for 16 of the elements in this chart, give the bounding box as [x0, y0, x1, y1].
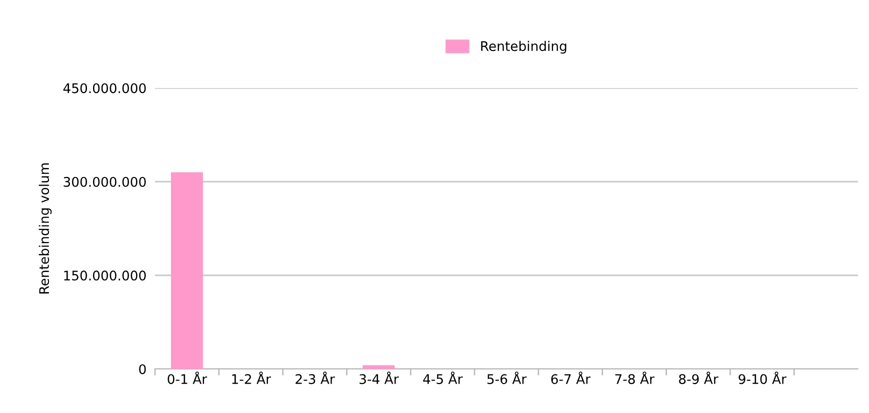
y-tick-label: 450.000.000 [63, 83, 146, 94]
x-tick-label: 6-7 År [551, 372, 591, 384]
x-tick-label: 4-5 År [423, 372, 463, 384]
legend-label: Rentebinding [481, 40, 566, 54]
x-tick-label: 2-3 År [296, 372, 335, 384]
x-tick-label: 3-4 År [360, 372, 399, 384]
x-tick-label: 9-10 År [738, 372, 786, 384]
x-tick-label: 8-9 År [679, 372, 718, 384]
x-tick-label: 7-8 År [615, 372, 654, 384]
y-tick-label: 300.000.000 [64, 176, 146, 187]
y-tick-label: 150.000.000 [64, 270, 146, 281]
y-tick-label: 0 [139, 364, 146, 374]
x-tick-label: 0-1 År [168, 372, 208, 384]
y-axis-title: Rentebinding volum [38, 163, 52, 294]
x-tick-label: 1-2 År [232, 372, 271, 384]
x-tick-label: 5-6 År [487, 372, 527, 384]
